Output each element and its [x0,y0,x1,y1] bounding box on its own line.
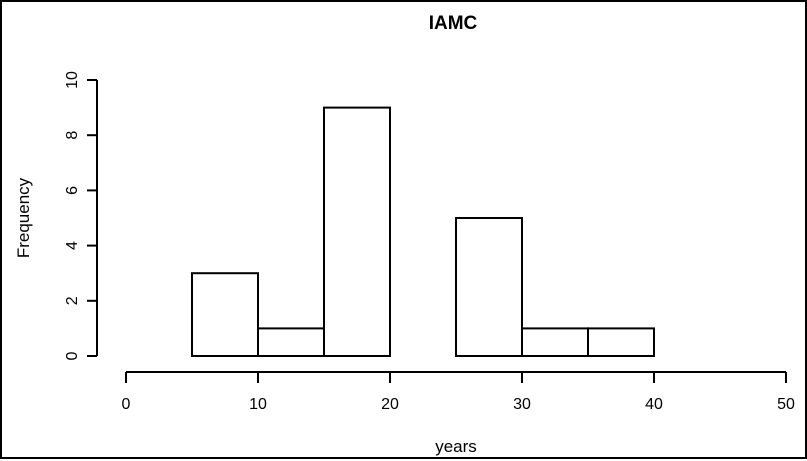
x-axis-tick-label: 20 [381,396,399,413]
y-axis-tick-label: 10 [64,71,81,89]
x-axis-ticks: 0 10 20 30 40 50 [122,372,795,413]
x-axis-tick-label: 50 [777,396,795,413]
histogram-bar [455,217,523,357]
y-axis-ticks: 0 2 4 6 8 10 [64,71,97,360]
y-axis-tick-label: 0 [64,351,81,360]
y-axis-label: Frequency [14,177,33,258]
x-axis-label: years [435,437,477,456]
x-axis-tick-label: 30 [513,396,531,413]
histogram-bar [587,327,655,357]
x-axis-tick-label: 40 [645,396,663,413]
histogram-bars [191,106,655,358]
y-axis-tick-label: 2 [64,296,81,305]
chart-title: IAMC [429,13,478,34]
histogram-bar [191,272,259,358]
x-axis-tick-label: 10 [249,396,267,413]
x-axis-tick-label: 0 [122,396,131,413]
histogram-bar [257,327,325,357]
histogram-bar [323,106,391,357]
histogram-bar [521,327,589,357]
y-axis-tick-label: 4 [64,241,81,250]
y-axis-tick-label: 6 [64,186,81,195]
y-axis-tick-label: 8 [64,131,81,140]
